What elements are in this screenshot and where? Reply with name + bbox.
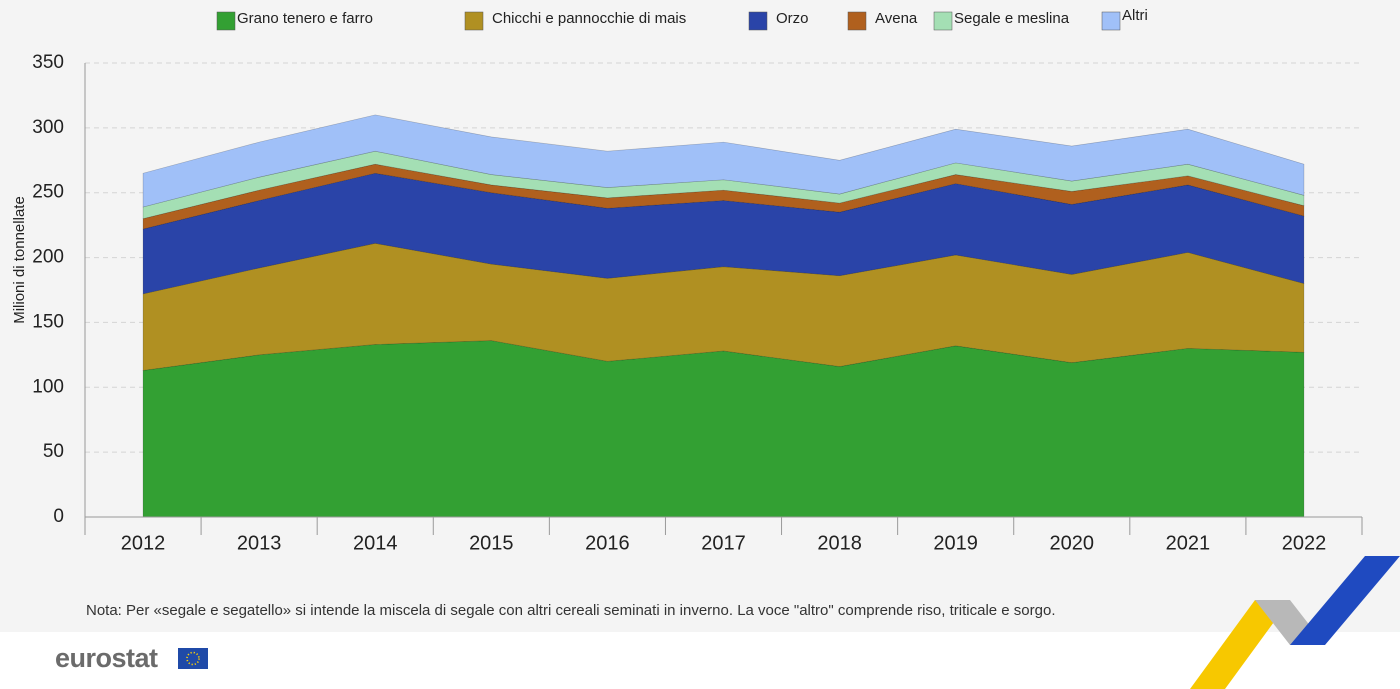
legend-label: Grano tenero e farro: [237, 10, 373, 27]
legend-swatch: [464, 11, 484, 31]
legend-swatch: [933, 11, 953, 31]
x-tick-label: 2012: [121, 532, 166, 554]
area: [142, 150, 1305, 220]
area: [142, 114, 1305, 208]
y-tick-label: 250: [32, 182, 64, 203]
y-axis-label: Milioni di tonnellate: [11, 196, 28, 324]
x-tick-label: 2017: [701, 532, 746, 554]
y-tick-label: 50: [43, 441, 64, 462]
legend-swatch: [748, 11, 768, 31]
legend-label: Altri: [1122, 7, 1148, 24]
legend-label: Avena: [875, 10, 918, 27]
note: Nota: Per «segale e segatello» si intend…: [86, 602, 1056, 619]
x-tick-label: 2014: [353, 532, 398, 554]
y-tick-label: 200: [32, 247, 64, 268]
eu-stars: [186, 651, 200, 666]
chart: Milioni di tonnellate 0 50 100 150 200 250 300…: [11, 7, 1363, 554]
y-tick-label: 350: [32, 52, 64, 73]
x-tick-label: 2020: [1050, 532, 1095, 554]
area: [142, 340, 1305, 518]
y-tick-label: 100: [32, 376, 64, 397]
x-tick-label: 2015: [469, 532, 514, 554]
legend-label: Segale e meslina: [954, 10, 1070, 27]
logo: eurostat: [55, 643, 158, 673]
x-tick-label: 2019: [933, 532, 978, 554]
y-tick-label: 150: [32, 311, 64, 332]
eu-flag: [178, 648, 208, 669]
legend-swatch: [847, 11, 867, 31]
legend-label: Chicchi e pannocchie di mais: [492, 10, 686, 27]
legend-swatch: [216, 11, 236, 31]
x-tick-label: 2016: [585, 532, 630, 554]
x-tick-label: 2021: [1166, 532, 1211, 554]
y-tick-label: 0: [53, 506, 64, 527]
legend-label: Orzo: [776, 10, 809, 27]
legend-swatch: [1101, 11, 1121, 31]
x-tick-label: 2013: [237, 532, 282, 554]
area: [142, 242, 1305, 371]
x-tick-label: 2018: [817, 532, 862, 554]
x-tick-label: 2022: [1282, 532, 1327, 554]
y-tick-label: 300: [32, 117, 64, 138]
